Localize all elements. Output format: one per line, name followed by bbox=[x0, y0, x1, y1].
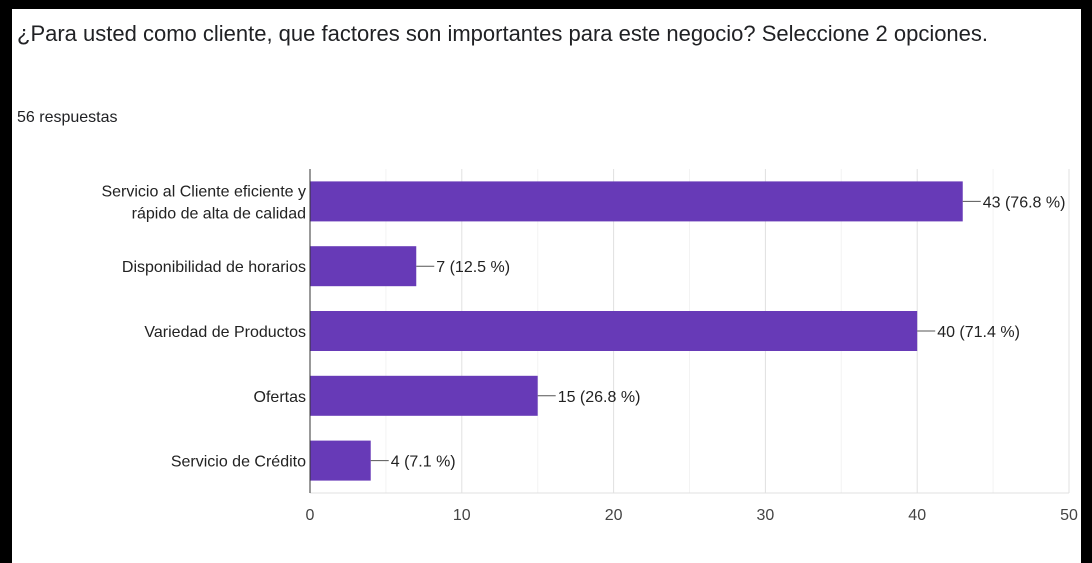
category-label: Ofertas bbox=[254, 389, 306, 406]
bar-chart: 0 10 20 30 40 50 43 (76.8 %) Servicio al Client… bbox=[12, 9, 1081, 563]
category-label: rápido de alta de calidad bbox=[132, 205, 306, 222]
data-label: 40 (71.4 %) bbox=[937, 324, 1020, 341]
data-label: 7 (12.5 %) bbox=[436, 259, 510, 276]
bar bbox=[310, 311, 917, 351]
category-label: Variedad de Productos bbox=[144, 324, 306, 341]
category-label: Disponibilidad de horarios bbox=[122, 259, 306, 276]
x-tick-label: 20 bbox=[605, 507, 623, 524]
category-label: Servicio de Crédito bbox=[171, 454, 306, 471]
data-label: 43 (76.8 %) bbox=[983, 194, 1066, 211]
bar bbox=[310, 246, 416, 286]
x-tick-label: 50 bbox=[1060, 507, 1078, 524]
bar bbox=[310, 441, 371, 481]
x-tick-label: 10 bbox=[453, 507, 471, 524]
bar bbox=[310, 376, 538, 416]
data-label: 15 (26.8 %) bbox=[558, 389, 641, 406]
form-response-card: ¿Para usted como cliente, que factores s… bbox=[12, 9, 1081, 563]
category-label: Servicio al Cliente eficiente y bbox=[101, 183, 306, 200]
data-label: 4 (7.1 %) bbox=[391, 454, 456, 471]
x-tick-label: 30 bbox=[757, 507, 775, 524]
x-tick-label: 40 bbox=[908, 507, 926, 524]
x-tick-label: 0 bbox=[306, 507, 315, 524]
bar bbox=[310, 181, 963, 221]
